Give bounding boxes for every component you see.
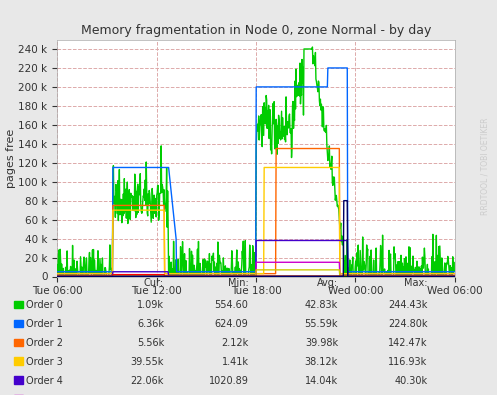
Text: 224.80k: 224.80k (388, 319, 427, 329)
Text: 38.12k: 38.12k (305, 357, 338, 367)
Text: 2.12k: 2.12k (221, 338, 248, 348)
Y-axis label: pages free: pages free (5, 128, 15, 188)
Text: 55.59k: 55.59k (305, 319, 338, 329)
Text: Avg:: Avg: (317, 278, 338, 288)
Text: 1.09k: 1.09k (137, 300, 164, 310)
Text: 6.36k: 6.36k (137, 319, 164, 329)
Text: 14.04k: 14.04k (305, 376, 338, 386)
Text: 142.47k: 142.47k (388, 338, 427, 348)
Text: Order 2: Order 2 (26, 338, 63, 348)
Text: Min:: Min: (228, 278, 248, 288)
Text: Order 3: Order 3 (26, 357, 63, 367)
Text: 39.55k: 39.55k (131, 357, 164, 367)
Text: Order 0: Order 0 (26, 300, 63, 310)
Text: 39.98k: 39.98k (305, 338, 338, 348)
Text: Cur:: Cur: (144, 278, 164, 288)
Text: 244.43k: 244.43k (388, 300, 427, 310)
Text: Order 4: Order 4 (26, 376, 63, 386)
Text: RRDTOOL / TOBI OETIKER: RRDTOOL / TOBI OETIKER (481, 117, 490, 214)
Text: 554.60: 554.60 (215, 300, 248, 310)
Text: 40.30k: 40.30k (394, 376, 427, 386)
Text: 5.56k: 5.56k (137, 338, 164, 348)
Title: Memory fragmentation in Node 0, zone Normal - by day: Memory fragmentation in Node 0, zone Nor… (81, 24, 431, 37)
Text: 1020.89: 1020.89 (209, 376, 248, 386)
Text: 22.06k: 22.06k (131, 376, 164, 386)
Text: Order 1: Order 1 (26, 319, 63, 329)
Text: 116.93k: 116.93k (388, 357, 427, 367)
Text: 624.09: 624.09 (215, 319, 248, 329)
Text: 1.41k: 1.41k (222, 357, 248, 367)
Text: Max:: Max: (404, 278, 427, 288)
Text: 42.83k: 42.83k (305, 300, 338, 310)
